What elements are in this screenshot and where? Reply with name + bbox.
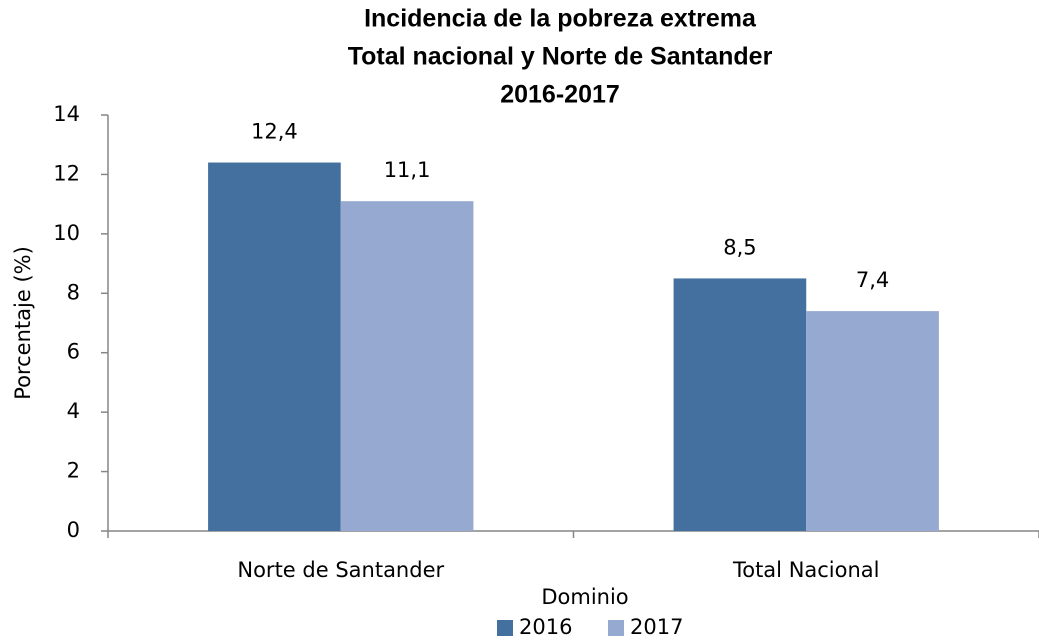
y-axis-label: Porcentaje (%)	[11, 246, 35, 400]
y-tick-label: 10	[53, 221, 80, 245]
value-label: 8,5	[723, 235, 756, 259]
value-label: 7,4	[856, 268, 889, 292]
legend-swatch	[608, 620, 624, 636]
y-tick-label: 0	[67, 518, 80, 542]
x-tick-label: Norte de Santander	[237, 558, 444, 582]
bar	[208, 162, 341, 532]
y-tick-label: 6	[67, 340, 80, 364]
y-tick-label: 4	[67, 399, 80, 423]
x-tick-label: Total Nacional	[732, 558, 880, 582]
legend-label: 2016	[519, 615, 572, 639]
y-tick-label: 2	[67, 459, 80, 483]
legend-swatch	[497, 620, 513, 636]
chart-title: Total nacional y Norte de Santander	[348, 43, 773, 71]
y-tick-label: 12	[53, 161, 80, 185]
chart-title: 2016-2017	[500, 81, 620, 109]
y-tick-label: 8	[67, 280, 80, 304]
bar	[340, 201, 474, 531]
bar	[673, 278, 807, 531]
x-axis-label: Dominio	[541, 585, 628, 609]
legend-label: 2017	[630, 615, 683, 639]
value-label: 12,4	[251, 120, 298, 144]
value-label: 11,1	[384, 158, 431, 182]
bar	[806, 311, 939, 531]
y-tick-label: 14	[53, 102, 80, 126]
chart-title: Incidencia de la pobreza extrema	[364, 5, 757, 33]
